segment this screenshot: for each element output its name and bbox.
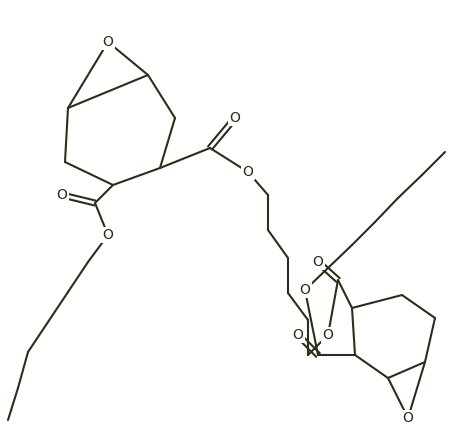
Text: O: O [313, 255, 324, 269]
Text: O: O [102, 228, 113, 242]
Text: O: O [102, 35, 113, 49]
Text: O: O [292, 328, 303, 342]
Text: O: O [243, 165, 254, 179]
Text: O: O [299, 283, 310, 297]
Text: O: O [57, 188, 68, 202]
Text: O: O [229, 111, 240, 125]
Text: O: O [323, 328, 334, 342]
Text: O: O [403, 411, 414, 425]
